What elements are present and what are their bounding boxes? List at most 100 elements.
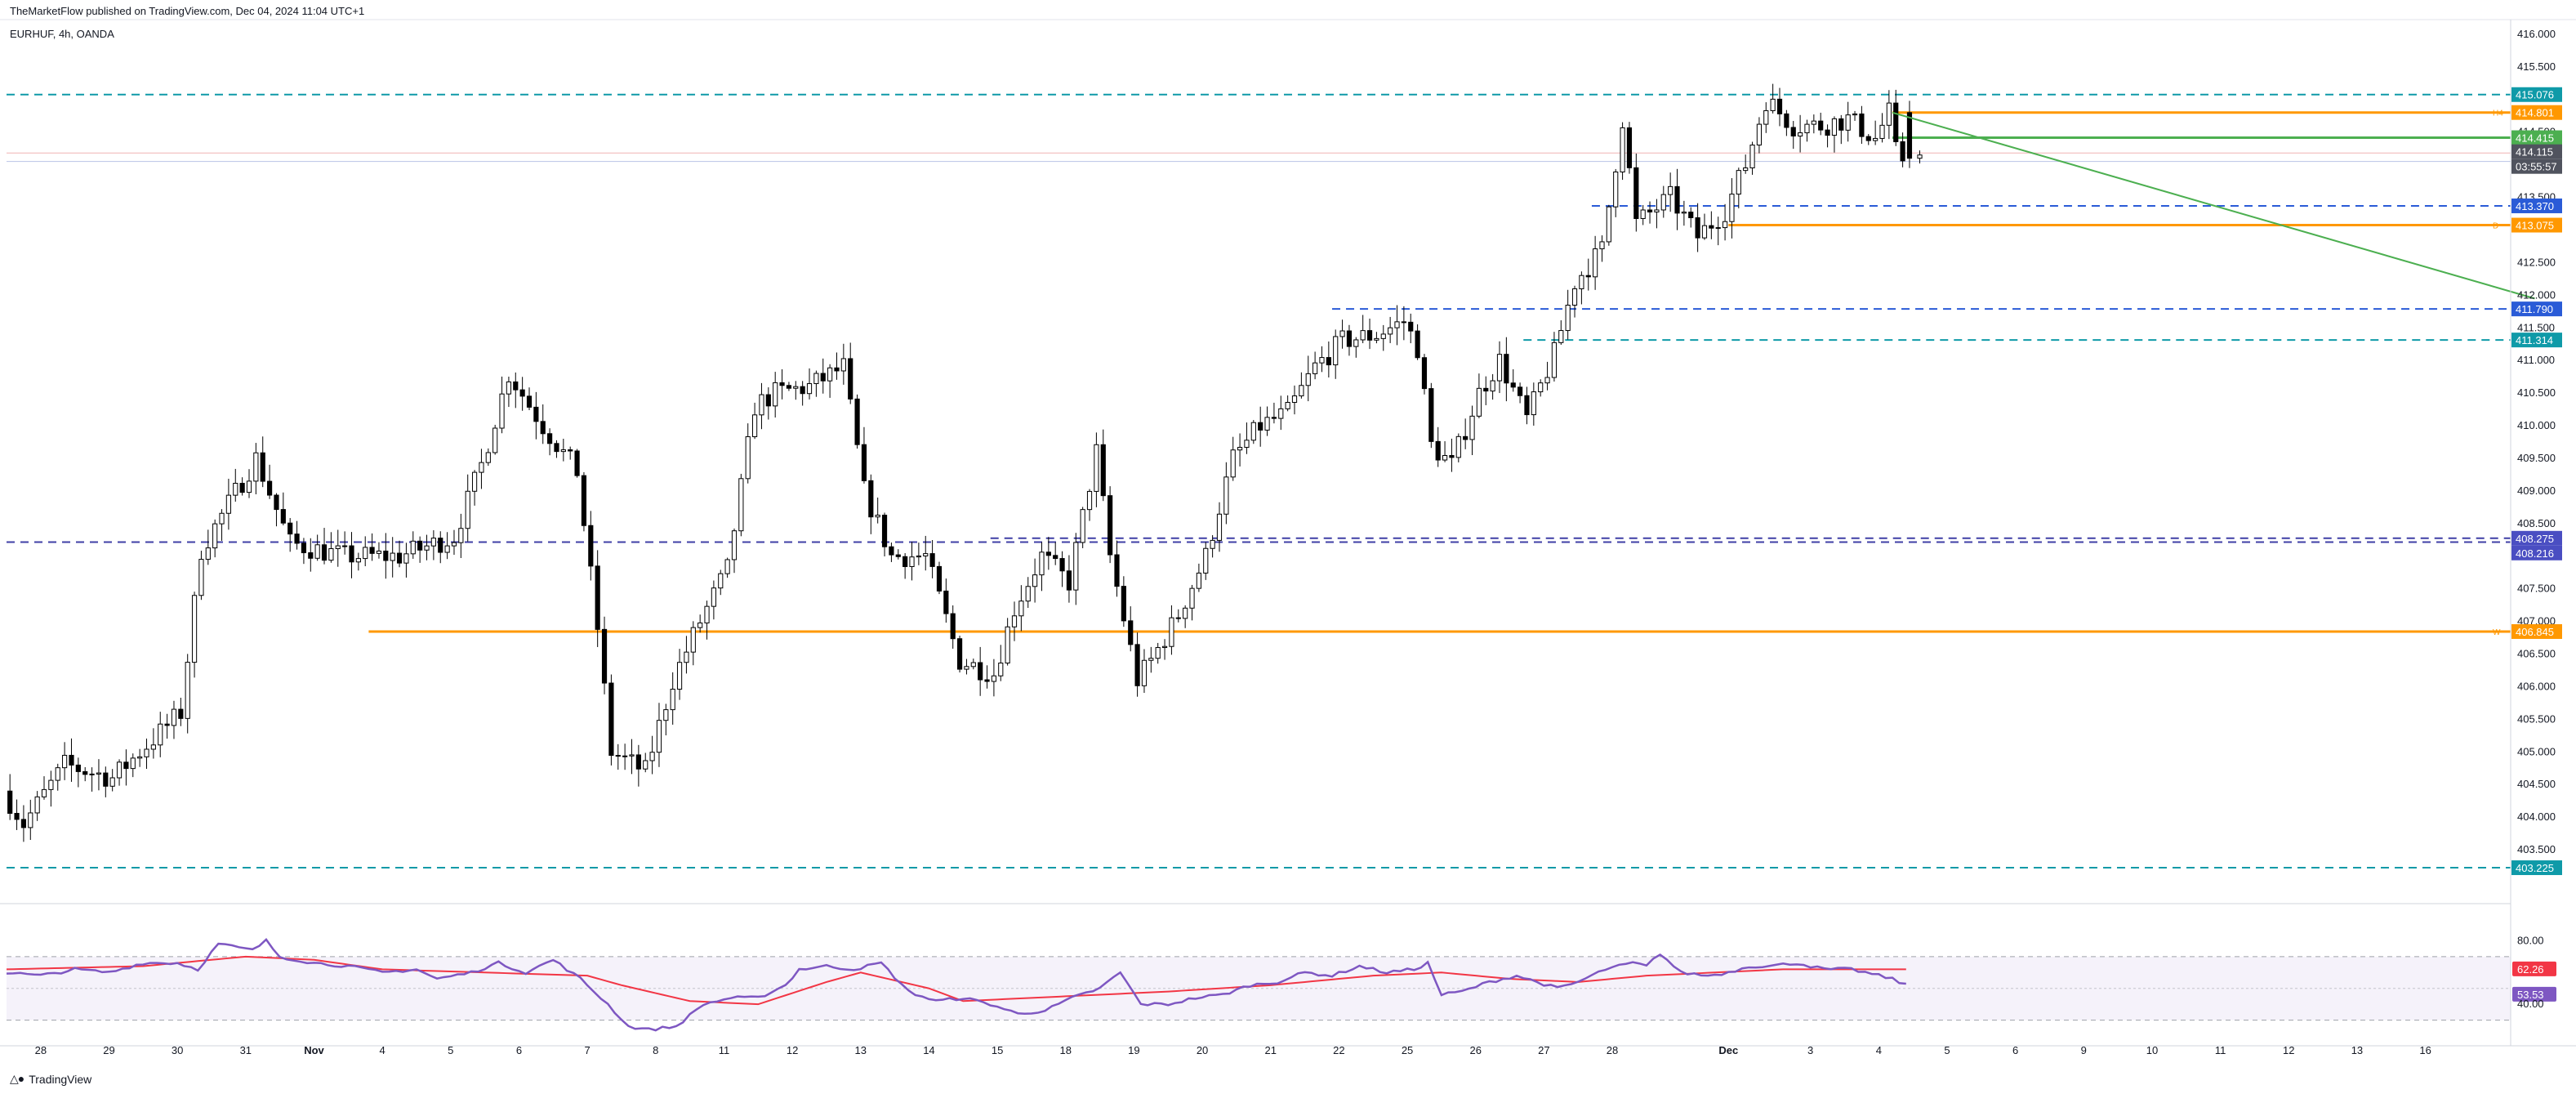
candle-body — [349, 545, 354, 563]
level-label: W — [2493, 628, 2501, 637]
price-tag — [2511, 159, 2562, 174]
candle-body — [1510, 382, 1516, 388]
time-tick-label: 4 — [380, 1044, 386, 1056]
price-tick-label: 410.000 — [2517, 419, 2556, 431]
candle-body — [1886, 102, 1892, 126]
candle-body — [178, 708, 184, 719]
candle-body — [820, 373, 826, 382]
symbol-title: EURHUF, 4h, OANDA — [10, 28, 114, 40]
candle-body — [1496, 354, 1503, 382]
candle-body — [1906, 112, 1913, 159]
candle-body — [690, 627, 696, 653]
candle-body — [1626, 127, 1633, 168]
candle-body — [328, 548, 334, 561]
time-tick-label: 12 — [2283, 1044, 2294, 1056]
candle-body — [1428, 388, 1434, 442]
price-tag — [2511, 545, 2562, 560]
candle-body — [7, 790, 13, 814]
candle-body — [103, 772, 109, 787]
time-tick-label: 13 — [855, 1044, 867, 1056]
published-note: TheMarketFlow published on TradingView.c… — [10, 5, 365, 17]
candle-body — [1579, 275, 1584, 289]
level-label: H4 — [2493, 109, 2503, 118]
candle-body — [978, 662, 983, 681]
candle-body — [1681, 212, 1687, 214]
candle-body — [1148, 658, 1154, 661]
price-tag — [2511, 860, 2562, 876]
candle-body — [430, 538, 436, 547]
candle-body — [390, 552, 395, 561]
candle-body — [1504, 354, 1509, 384]
price-tag-label: 413.370 — [2516, 200, 2554, 212]
candle-body — [376, 550, 382, 554]
candle-body — [1593, 248, 1598, 278]
candle-body — [1326, 357, 1331, 366]
candle-body — [513, 381, 519, 391]
candle-body — [540, 421, 546, 435]
rsi-value-badge — [2512, 986, 2556, 1002]
candle-body — [1571, 288, 1578, 306]
candle-body — [533, 406, 539, 422]
candle-body — [568, 449, 573, 452]
time-axis[interactable]: 28 29 30 31 Nov 4 5 6 7 8 11 12 13 14 15 18 19 20 21 22 25 26… — [35, 1044, 2431, 1056]
time-tick-label: 28 — [1607, 1044, 1618, 1056]
time-tick-label: 6 — [516, 1044, 522, 1056]
price-tag — [2511, 144, 2562, 159]
candle-body — [800, 386, 805, 395]
candle-body — [1018, 601, 1024, 617]
candle-body — [827, 367, 833, 382]
candle-body — [1285, 401, 1290, 409]
candle-body — [574, 450, 580, 476]
candle-body — [1917, 154, 1923, 159]
price-tag — [2511, 301, 2562, 317]
candle-body — [615, 755, 621, 757]
time-tick-label: 11 — [2215, 1044, 2226, 1056]
brand: △● TradingView — [10, 1072, 91, 1086]
candle-body — [1380, 333, 1386, 339]
price-tick-label: 412.500 — [2517, 256, 2556, 268]
price-tag — [2511, 333, 2562, 348]
rsi-lines: 62.26 53.53 — [6, 937, 2556, 1032]
candle-body — [1032, 574, 1038, 587]
candle-body — [1059, 558, 1065, 572]
candle-body — [198, 559, 204, 596]
time-tick-label: 20 — [1197, 1044, 1208, 1056]
candle-body — [246, 480, 252, 493]
candle-body — [1613, 171, 1619, 208]
time-tick-label: 15 — [992, 1044, 1003, 1056]
price-tick-label: 404.500 — [2517, 778, 2556, 790]
candle-body — [1455, 435, 1461, 458]
time-tick-label: 31 — [240, 1044, 252, 1056]
time-tick-label: 6 — [2012, 1044, 2018, 1056]
price-tag-label: 408.275 — [2516, 533, 2554, 545]
price-tick-label: 409.500 — [2517, 452, 2556, 464]
candle-body — [1490, 380, 1495, 392]
price-tag — [2511, 130, 2562, 145]
candle-body — [1873, 137, 1879, 141]
candle-body — [171, 708, 177, 726]
candle-body — [383, 550, 389, 561]
price-tag-label: 03:55:57 — [2516, 161, 2557, 173]
rsi-tick-label: 40.00 — [2517, 998, 2544, 1010]
candle-body — [751, 414, 758, 438]
time-tick-label: 21 — [1264, 1044, 1276, 1056]
candle-body — [1551, 342, 1558, 378]
candle-body — [1189, 587, 1195, 609]
candle-body — [75, 764, 81, 772]
time-tick-label: 22 — [1333, 1044, 1344, 1056]
candle-body — [1299, 385, 1304, 397]
trendline[interactable] — [1892, 111, 2535, 300]
time-tick-label: 27 — [1538, 1044, 1549, 1056]
candle-body — [1531, 391, 1536, 416]
candle-body — [526, 395, 533, 408]
candle-body — [424, 545, 430, 551]
price-axis[interactable]: 416.000415.500414.500413.500412.500412.0… — [0, 19, 2576, 1047]
candle-body — [55, 767, 60, 781]
candle-body — [130, 757, 136, 770]
price-tag — [2511, 105, 2562, 120]
candle-body — [41, 788, 47, 797]
candle-body — [1818, 120, 1824, 131]
candle-body — [1640, 209, 1646, 219]
candle-body — [1155, 647, 1161, 659]
